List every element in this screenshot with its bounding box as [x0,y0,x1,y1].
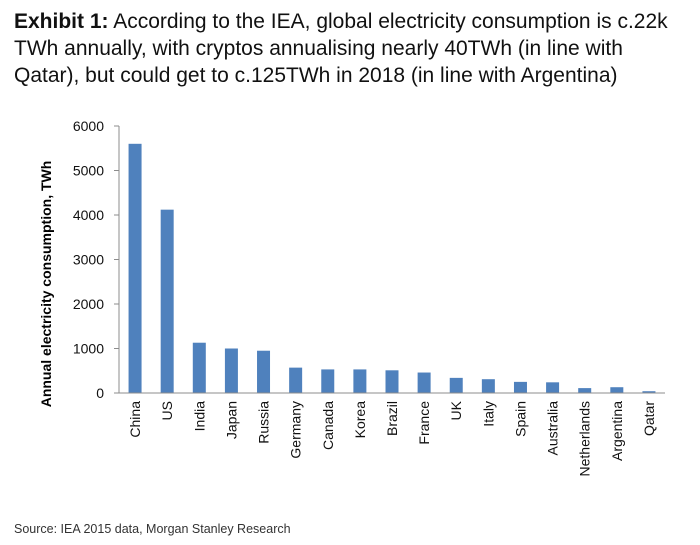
bar-qatar [642,391,656,393]
y-tick-label: 4000 [73,207,104,223]
x-tick-label-japan: Japan [223,401,239,439]
exhibit-label: Exhibit 1: [14,10,109,33]
title-text: According to the IEA, global electricity… [14,10,668,87]
x-tick-label-russia: Russia [256,401,272,444]
x-tick-label-uk: UK [448,400,464,420]
bar-spain [513,381,527,393]
x-tick-label-brazil: Brazil [384,401,400,436]
x-tick-label-argentina: Argentina [609,401,625,461]
bar-canada [321,369,335,393]
x-tick-label-us: US [159,401,175,420]
y-axis-ticks: 0 1000 2000 3000 4000 5000 6000 [73,118,119,401]
y-tick-label: 3000 [73,252,104,268]
x-tick-label-netherlands: Netherlands [577,401,593,477]
bar-russia [257,350,271,393]
chart-title: Exhibit 1: According to the IEA, global … [14,8,694,89]
bar-uk [449,377,463,393]
source-note: Source: IEA 2015 data, Morgan Stanley Re… [14,522,291,536]
x-axis-labels: China US India Japan Russia Germany Canada Kore… [127,400,657,476]
x-tick-label-germany: Germany [288,401,304,459]
bar-brazil [385,370,399,393]
y-axis-label: Annual electricity consumption, TWh [38,161,54,408]
bar-japan [224,348,238,393]
bar-italy [481,379,495,393]
x-tick-label-australia: Australia [545,401,561,456]
bar-france [417,372,431,393]
bar-argentina [610,387,624,393]
bars [128,143,656,393]
y-tick-label: 1000 [73,341,104,357]
x-tick-label-spain: Spain [512,401,528,437]
x-tick-label-canada: Canada [320,401,336,450]
bar-us [160,209,174,393]
x-tick-label-france: France [416,401,432,445]
bar-china [128,143,142,393]
y-tick-label: 2000 [73,296,104,312]
x-tick-label-india: India [191,401,207,432]
bar-india [192,342,206,393]
y-tick-label: 0 [96,385,104,401]
y-tick-label: 5000 [73,163,104,179]
bar-korea [353,369,367,393]
x-tick-label-korea: Korea [352,401,368,439]
bar-australia [546,382,560,393]
x-tick-label-china: China [127,401,143,438]
x-tick-label-qatar: Qatar [641,401,657,436]
y-tick-label: 6000 [73,118,104,134]
bar-netherlands [578,388,592,393]
x-tick-label-italy: Italy [480,401,496,427]
bar-germany [289,367,303,393]
bar-chart: Annual electricity consumption, TWh 0 100… [38,118,665,477]
